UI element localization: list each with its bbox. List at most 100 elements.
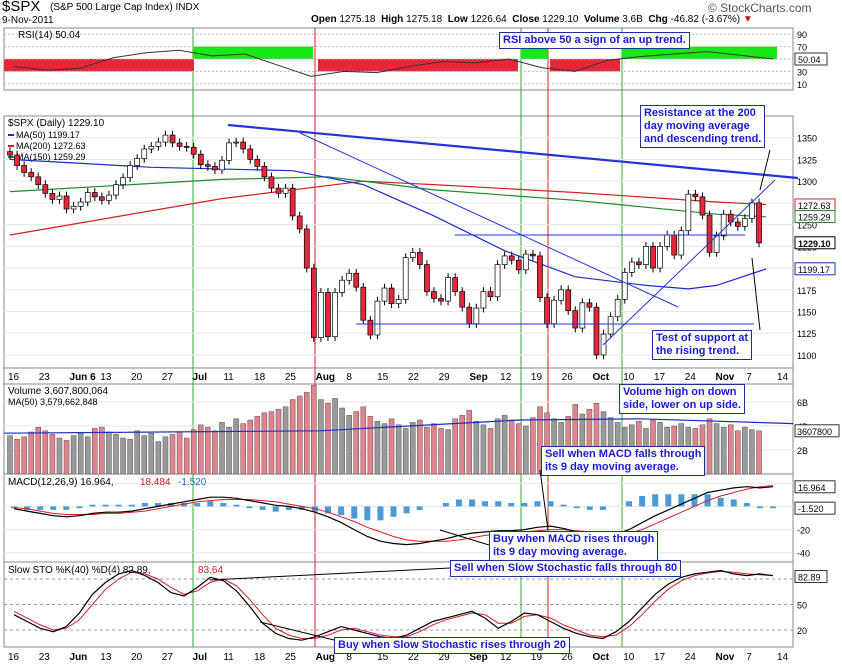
ma150-line xyxy=(9,176,767,218)
candle-body xyxy=(332,292,338,338)
macd-histogram-bar xyxy=(246,506,253,509)
volume-bar xyxy=(480,424,487,475)
macd-histogram-bar xyxy=(76,506,83,509)
pointer-line xyxy=(759,149,771,191)
candle-body xyxy=(402,257,409,300)
volume-bar xyxy=(84,436,91,475)
candle-body xyxy=(282,187,289,194)
volume-bar xyxy=(212,430,218,475)
macd-histogram-bar xyxy=(338,506,345,516)
macd-histogram-bar xyxy=(220,502,227,507)
candle-body xyxy=(204,164,211,167)
macd-histogram-bar xyxy=(364,506,371,521)
macd-histogram-bar xyxy=(351,506,358,519)
price-tick-label: 1100 xyxy=(797,351,816,361)
macd-histogram-bar xyxy=(652,494,659,507)
volume-bar xyxy=(141,435,148,475)
candle-body xyxy=(91,192,98,198)
macd-histogram-bar xyxy=(482,501,489,507)
candle-body xyxy=(70,206,77,210)
candle-body xyxy=(537,255,543,298)
macd-panel-frame xyxy=(3,473,794,563)
price-xtick-label: 23 xyxy=(39,372,51,383)
open-label: Open xyxy=(311,14,337,25)
high-label: High xyxy=(381,14,404,25)
volume-bar xyxy=(332,398,338,475)
volume-bar xyxy=(113,434,119,475)
close-value: 1229.10 xyxy=(542,14,579,25)
resistance-annotation: Resistance at the 200 day moving average… xyxy=(640,105,766,148)
rsi-green-band xyxy=(521,46,548,59)
volume-value-tag-text: 3607800 xyxy=(797,427,832,437)
rsi-value-tag xyxy=(794,52,828,66)
volume-bar xyxy=(459,414,465,475)
sto-xtick-label: 20 xyxy=(131,652,143,663)
sto-xtick-label: 8 xyxy=(346,652,352,663)
volume-annotation: Volume high on down side, lower on up si… xyxy=(619,384,745,414)
candle-body xyxy=(756,202,762,244)
sto-xtick-label: 22 xyxy=(408,652,420,663)
volume-bar xyxy=(388,418,395,475)
volume-bar xyxy=(353,411,359,475)
volume-ma-label: MA(50) 3,579,662,848 xyxy=(8,397,98,407)
macd-histogram-bar xyxy=(547,501,554,507)
volume-bar xyxy=(445,429,451,475)
price-xtick-label: Nov xyxy=(715,372,734,383)
price-xtick-label: 18 xyxy=(254,372,266,383)
volume-bar xyxy=(183,437,190,475)
macd-histogram-bar xyxy=(102,504,109,507)
volume-bar xyxy=(226,426,232,475)
volume-bar xyxy=(42,430,49,475)
volume-bar xyxy=(169,434,176,475)
rsi-line xyxy=(13,49,774,77)
rsi-value-tag-text: 50.04 xyxy=(798,55,821,65)
volume-label: Volume xyxy=(584,14,620,25)
candle-body xyxy=(303,228,310,269)
price-xtick-label: 7 xyxy=(746,372,752,383)
candle-body xyxy=(212,166,218,171)
candle-body xyxy=(452,277,459,292)
sto-xtick-label: 18 xyxy=(254,652,266,663)
price-xtick-label: 8 xyxy=(346,372,352,383)
macd-histogram-bar xyxy=(521,502,528,507)
macd-sell-annotation: Sell when MACD falls through its 9 day m… xyxy=(541,446,706,476)
close-label: Close xyxy=(512,14,540,25)
volume-bar xyxy=(63,440,70,475)
volume-value: 3.6B xyxy=(622,14,643,25)
macd-histogram-bar xyxy=(469,499,476,507)
rsi-title: RSI(14) 50.04 xyxy=(18,30,81,41)
rising-trendline xyxy=(602,179,776,346)
candle-body xyxy=(268,176,275,189)
low-label: Low xyxy=(447,14,468,25)
candle-body xyxy=(650,245,656,269)
macd-histogram-bar xyxy=(534,501,541,507)
low-value: 1226.64 xyxy=(470,14,507,25)
macd-histogram-bar xyxy=(770,506,776,509)
sto-value-tag xyxy=(794,570,828,584)
candle-body xyxy=(466,306,473,325)
volume-bar xyxy=(487,428,494,475)
macd-histogram-bar xyxy=(665,494,672,507)
volume-bar xyxy=(438,428,444,475)
sto-title: Slow STO %K(40) %D(4) 82.89, xyxy=(8,565,151,576)
price-xtick-label: 20 xyxy=(131,372,143,383)
candle-body xyxy=(431,291,437,299)
candle-body xyxy=(127,165,133,179)
price-xtick-label: 17 xyxy=(654,372,666,383)
price-xtick-label: 25 xyxy=(285,372,297,383)
candle-body xyxy=(607,316,614,335)
sto-xtick-label: Jun xyxy=(70,652,88,663)
macd-histogram-bar xyxy=(390,506,397,517)
volume-bar xyxy=(275,408,282,475)
macd-histogram-bar xyxy=(115,504,122,507)
volume-bar xyxy=(325,402,331,475)
index-name-text: (S&P 500 Large Cap Index) xyxy=(50,2,173,13)
candle-body xyxy=(445,277,451,302)
candle-body xyxy=(84,192,91,203)
macd-histogram-bar xyxy=(24,506,31,510)
candle-body xyxy=(296,215,303,230)
sto-xtick-label: 25 xyxy=(285,652,297,663)
candle-body xyxy=(155,141,162,147)
volume-bar xyxy=(289,399,296,475)
volume-bar xyxy=(127,438,133,475)
